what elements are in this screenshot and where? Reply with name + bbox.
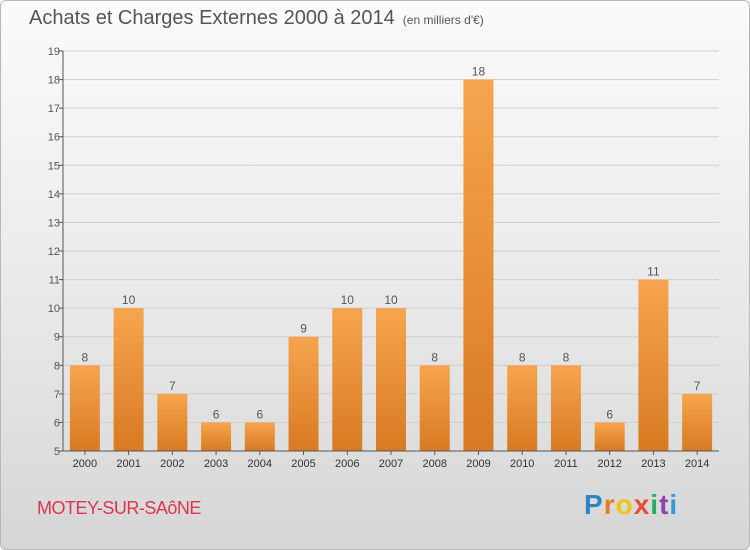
y-tick-label: 12 (48, 246, 60, 258)
logo-letter: x (633, 489, 651, 520)
y-tick-label: 8 (54, 360, 60, 372)
bar (288, 336, 319, 451)
bar (376, 308, 406, 451)
chart-title: Achats et Charges Externes 2000 à 2014 (e… (29, 7, 484, 30)
y-tick-label: 9 (54, 332, 60, 344)
bar (682, 393, 713, 451)
logo-letter: r (603, 489, 616, 520)
data-label: 11 (647, 265, 660, 279)
x-tick-label: 2012 (597, 458, 621, 470)
data-label: 9 (300, 322, 307, 336)
data-label: 7 (169, 379, 176, 393)
x-tick-label: 2000 (73, 458, 97, 470)
x-tick-label: 2006 (335, 458, 359, 470)
bar (550, 365, 581, 451)
x-tick-label: 2014 (685, 458, 709, 470)
logo-letter: t (659, 489, 670, 520)
y-tick-label: 17 (48, 103, 60, 115)
logo-letter: i (650, 489, 660, 520)
unit-label: (en milliers d'€) (402, 13, 484, 27)
bar (638, 279, 669, 451)
bar (463, 79, 494, 452)
data-label: 8 (519, 350, 526, 364)
data-label: 7 (694, 379, 701, 393)
logo-letter: o (615, 489, 634, 520)
data-label: 10 (384, 293, 398, 307)
y-tick-label: 15 (48, 160, 60, 172)
x-tick-label: 2001 (116, 458, 140, 470)
x-tick-label: 2011 (554, 458, 578, 470)
y-tick-label: 7 (54, 389, 60, 401)
x-tick-label: 2009 (466, 458, 490, 470)
x-tick-label: 2005 (291, 458, 315, 470)
bar (201, 422, 232, 451)
data-label: 10 (122, 293, 136, 307)
bar (69, 365, 100, 451)
data-label: 18 (472, 65, 486, 79)
y-tick-label: 16 (48, 132, 60, 144)
commune-name: MOTEY-SUR-SAôNE (37, 498, 201, 518)
y-tick-label: 11 (49, 275, 60, 287)
data-label: 6 (606, 407, 613, 421)
title-text: Achats et Charges Externes 2000 à 2014 (29, 7, 395, 29)
logo-letter: P (584, 489, 604, 520)
data-label: 10 (341, 293, 355, 307)
bar (244, 422, 275, 451)
bar (332, 308, 363, 451)
bar (507, 365, 538, 451)
data-label: 8 (82, 350, 89, 364)
x-tick-label: 2008 (422, 458, 446, 470)
x-tick-label: 2010 (510, 458, 534, 470)
y-tick-label: 10 (48, 303, 60, 315)
data-label: 8 (563, 350, 570, 364)
data-label: 8 (431, 350, 438, 364)
bar (419, 365, 450, 451)
x-tick-label: 2004 (248, 458, 272, 470)
y-tick-label: 19 (48, 46, 60, 58)
proxiti-logo: Proxiti (584, 489, 678, 521)
data-label: 6 (213, 407, 220, 421)
bar (113, 308, 144, 451)
x-tick-label: 2007 (379, 458, 403, 470)
logo-letter: i (669, 489, 679, 520)
x-tick-label: 2013 (641, 458, 665, 470)
y-tick-label: 14 (48, 189, 60, 201)
data-label: 6 (256, 407, 263, 421)
y-tick-label: 6 (54, 417, 60, 429)
bar (594, 422, 625, 451)
y-tick-label: 5 (54, 446, 60, 458)
x-tick-label: 2003 (204, 458, 228, 470)
y-tick-label: 18 (48, 75, 60, 87)
x-tick-label: 2002 (160, 458, 184, 470)
bar (157, 393, 188, 451)
y-tick-label: 13 (48, 217, 60, 229)
